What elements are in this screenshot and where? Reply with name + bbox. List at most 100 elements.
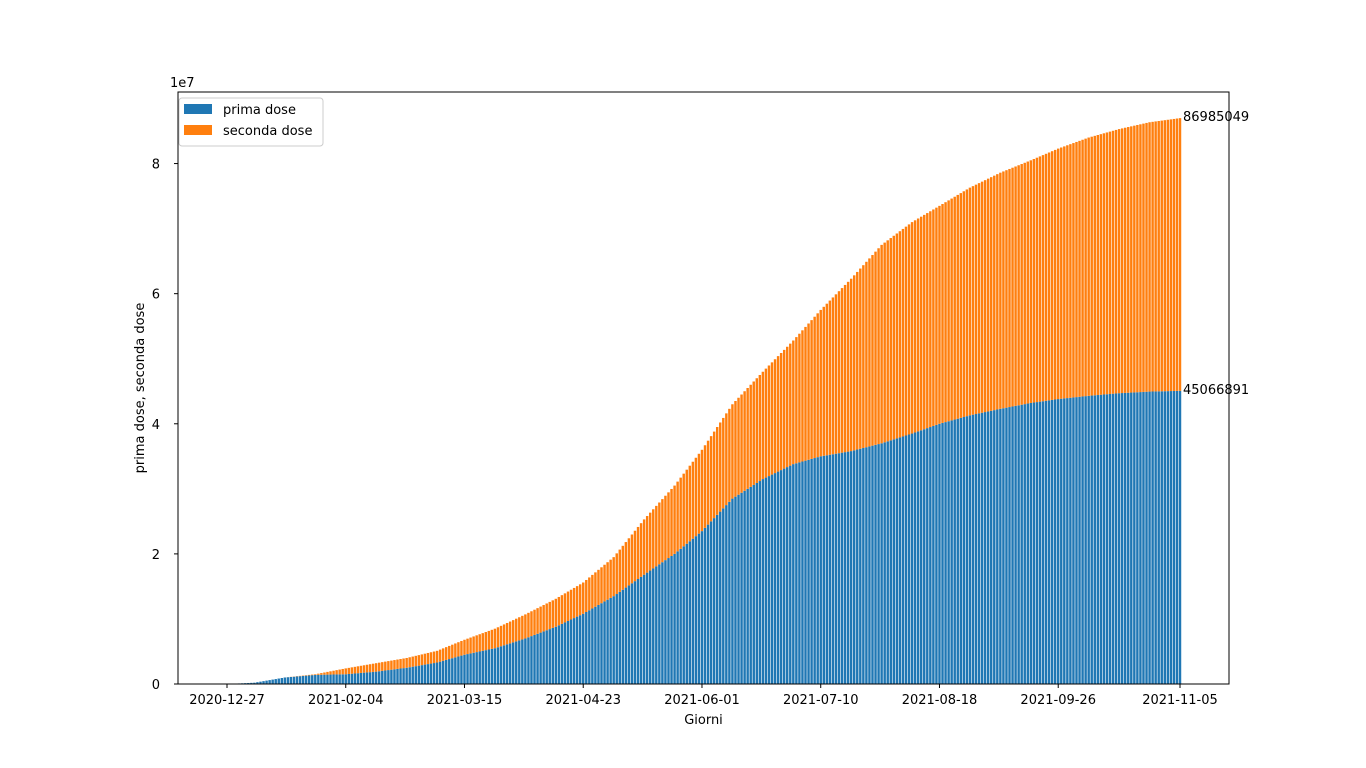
bar-prima-dose [655, 566, 658, 684]
y-tick-label: 4 [152, 418, 160, 433]
bar-prima-dose [606, 599, 609, 684]
y-axis-label: prima dose, seconda dose [133, 303, 148, 474]
bar-seconda-dose [405, 657, 408, 668]
bar-prima-dose [566, 620, 570, 684]
bar-prima-dose [502, 645, 506, 684]
bar-seconda-dose [722, 417, 725, 509]
bar-prima-dose [551, 627, 555, 684]
bar-seconda-dose [451, 644, 454, 659]
bar-prima-dose [353, 673, 357, 684]
bar-prima-dose [712, 518, 716, 684]
bar-seconda-dose [661, 499, 664, 563]
bar-seconda-dose [974, 184, 978, 415]
bar-seconda-dose [804, 326, 807, 461]
bar-prima-dose [268, 680, 271, 684]
bar-seconda-dose [551, 600, 555, 628]
bar-prima-dose [813, 458, 816, 684]
bar-prima-dose [1041, 401, 1045, 684]
bar-prima-dose [868, 446, 871, 684]
bar-seconda-dose [1136, 124, 1139, 393]
bar-seconda-dose [667, 492, 670, 559]
bar-prima-dose [298, 676, 302, 684]
bar-prima-dose [335, 674, 338, 684]
bar-prima-dose [895, 438, 899, 684]
bar-seconda-dose [499, 625, 503, 647]
x-tick-label: 2021-08-18 [902, 693, 978, 708]
bar-prima-dose [700, 531, 704, 684]
bar-prima-dose [481, 650, 484, 684]
bar-prima-dose [311, 675, 314, 684]
bar-seconda-dose [639, 523, 643, 577]
bar-seconda-dose [773, 359, 777, 474]
bar-seconda-dose [938, 205, 941, 424]
bar-prima-dose [518, 640, 521, 684]
bar-prima-dose [569, 619, 573, 684]
bar-seconda-dose [962, 191, 966, 418]
x-axis-label: Giorni [684, 713, 723, 728]
bar-prima-dose [652, 568, 655, 684]
bar-prima-dose [359, 672, 363, 684]
bar-prima-dose [798, 462, 801, 684]
bar-prima-dose [627, 585, 631, 684]
bar-seconda-dose [591, 574, 594, 609]
x-tick-label: 2021-07-10 [783, 693, 859, 708]
bar-prima-dose [786, 467, 789, 684]
bar-seconda-dose [843, 284, 847, 453]
bar-prima-dose [825, 455, 829, 684]
bar-seconda-dose [399, 659, 402, 669]
bar-seconda-dose [709, 436, 713, 522]
bar-prima-dose [594, 606, 597, 684]
bar-seconda-dose [743, 391, 746, 491]
bar-prima-dose [408, 667, 411, 684]
bar-seconda-dose [1026, 161, 1029, 404]
bar-prima-dose [859, 448, 862, 684]
x-tick-label: 2021-02-04 [308, 693, 384, 708]
bar-prima-dose [1038, 401, 1042, 684]
bar-seconda-dose [569, 589, 573, 620]
bar-prima-dose [1044, 400, 1048, 684]
bar-seconda-dose [368, 664, 372, 673]
bar-seconda-dose [795, 337, 798, 464]
bar-prima-dose [1069, 397, 1072, 684]
bar-seconda-dose [859, 268, 862, 449]
bar-prima-dose [1090, 395, 1093, 684]
bar-seconda-dose [384, 661, 387, 671]
bar-seconda-dose [1008, 168, 1011, 408]
bar-prima-dose [1029, 402, 1033, 684]
bar-seconda-dose [895, 233, 899, 439]
bar-seconda-dose [445, 647, 448, 660]
bar-prima-dose [828, 454, 832, 684]
x-tick-label: 2020-12-27 [189, 693, 265, 708]
bar-prima-dose [889, 440, 892, 684]
bar-prima-dose [1154, 391, 1157, 684]
bar-prima-dose [1008, 407, 1011, 684]
bar-prima-dose [1017, 405, 1020, 684]
bar-prima-dose [499, 646, 503, 684]
bar-prima-dose [317, 674, 320, 684]
x-axis-ticks: 2020-12-27 2021-02-04 2021-03-15 2021-04-23… [189, 684, 1218, 708]
bar-prima-dose [615, 594, 618, 684]
bar-seconda-dose [1014, 166, 1017, 406]
bar-seconda-dose [1005, 170, 1008, 408]
bar-prima-dose [731, 498, 734, 684]
bar-seconda-dose [655, 505, 658, 567]
bar-prima-dose [478, 651, 481, 684]
bar-seconda-dose [947, 200, 950, 422]
bar-seconda-dose [731, 404, 734, 499]
bar-seconda-dose [490, 629, 494, 649]
bar-seconda-dose [725, 413, 728, 506]
bar-seconda-dose [563, 593, 567, 623]
bar-seconda-dose [706, 440, 710, 525]
bar-seconda-dose [1175, 118, 1179, 391]
bar-prima-dose [767, 476, 771, 684]
bar-seconda-dose [1035, 157, 1039, 403]
bar-prima-dose [1166, 391, 1170, 684]
bar-prima-dose [789, 465, 792, 684]
bar-prima-dose [575, 616, 579, 684]
bar-prima-dose [935, 424, 938, 684]
bar-prima-dose [843, 452, 847, 684]
bar-prima-dose [511, 642, 515, 684]
bar-prima-dose [362, 672, 366, 684]
bar-seconda-dose [883, 242, 886, 443]
bar-prima-dose [426, 664, 430, 684]
